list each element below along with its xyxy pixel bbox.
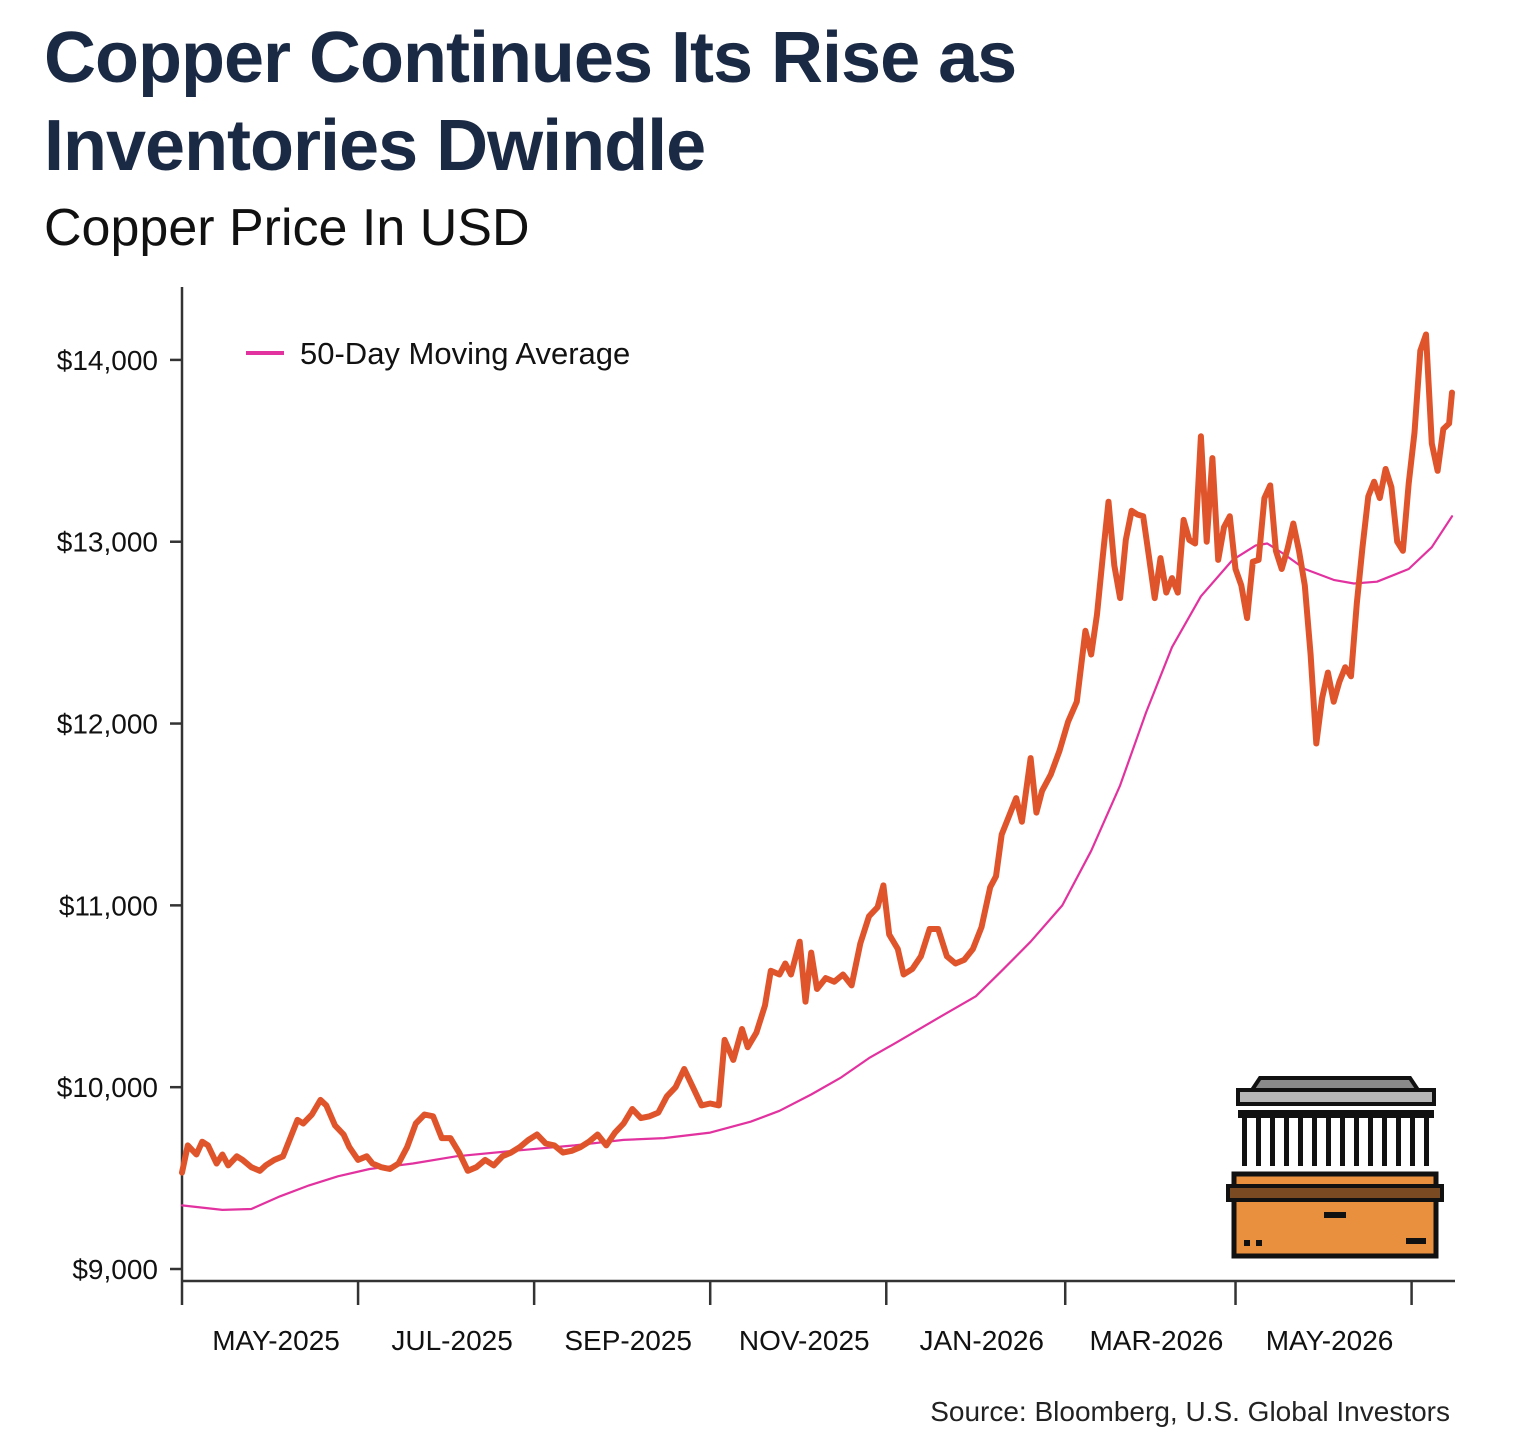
legend-label-moving-average: 50-Day Moving Average <box>300 336 630 371</box>
series-layer <box>179 331 1455 1211</box>
legend: 50-Day Moving Average <box>246 336 630 371</box>
chart-subtitle: Copper Price In USD <box>44 199 530 257</box>
x-tick-label: MAY-2025 <box>212 1325 340 1356</box>
y-tick-label: $11,000 <box>59 890 158 921</box>
x-tick-label: JAN-2026 <box>919 1325 1044 1356</box>
y-tick-label: $14,000 <box>57 345 158 376</box>
y-tick-label: $10,000 <box>57 1072 158 1103</box>
price-series-line <box>179 331 1455 1176</box>
x-tick-label: NOV-2025 <box>739 1325 870 1356</box>
source-note: Source: Bloomberg, U.S. Global Investors <box>930 1396 1450 1427</box>
chart-title: Copper Continues Its Rise as Inventories… <box>44 18 1017 186</box>
y-tick-label: $12,000 <box>57 709 158 740</box>
x-tick-label: SEP-2025 <box>564 1325 692 1356</box>
x-axis-ticks: MAY-2025 JUL-2025 SEP-2025 NOV-2025 JAN-2026… <box>180 1281 1413 1356</box>
y-tick-label: $9,000 <box>72 1254 158 1285</box>
x-tick-label: MAR-2026 <box>1089 1325 1223 1356</box>
x-tick-label: JUL-2025 <box>391 1325 512 1356</box>
warehouse-icon <box>1226 1076 1444 1259</box>
x-tick-label: MAY-2026 <box>1266 1325 1394 1356</box>
y-axis-ticks: $9,000 $10,000 $11,000 $12,000 $13,000 $14,00… <box>57 345 182 1285</box>
y-tick-label: $13,000 <box>57 527 158 558</box>
